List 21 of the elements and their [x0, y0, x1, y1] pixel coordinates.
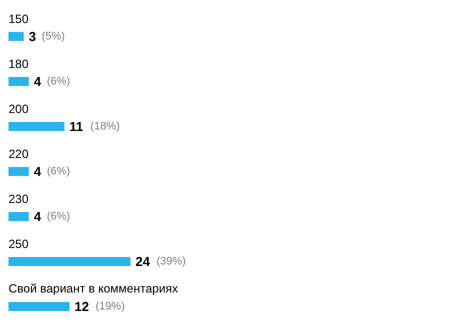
y-tick-label: 250	[8, 237, 29, 251]
bar	[8, 212, 29, 221]
data-label: 4 (6%)	[34, 74, 70, 89]
bar	[8, 257, 130, 266]
y-tick-label: 150	[8, 12, 29, 26]
data-label: 11 (18%)	[69, 119, 120, 134]
bar	[8, 77, 29, 86]
data-label: 3 (5%)	[28, 29, 65, 44]
y-tick-label: 220	[8, 147, 29, 161]
data-label: 24 (39%)	[136, 254, 186, 269]
y-tick-label: Свой вариант в комментариях	[8, 282, 178, 296]
y-tick-label: 180	[8, 57, 29, 71]
y-tick-label: 200	[8, 102, 29, 116]
bar	[8, 302, 70, 311]
data-label: 4 (6%)	[34, 164, 70, 179]
bar	[8, 122, 64, 131]
data-label: 12 (19%)	[74, 299, 125, 314]
data-label: 4 (6%)	[34, 209, 70, 224]
bar	[8, 32, 24, 41]
bar	[8, 167, 29, 176]
y-tick-label: 230	[8, 192, 29, 206]
